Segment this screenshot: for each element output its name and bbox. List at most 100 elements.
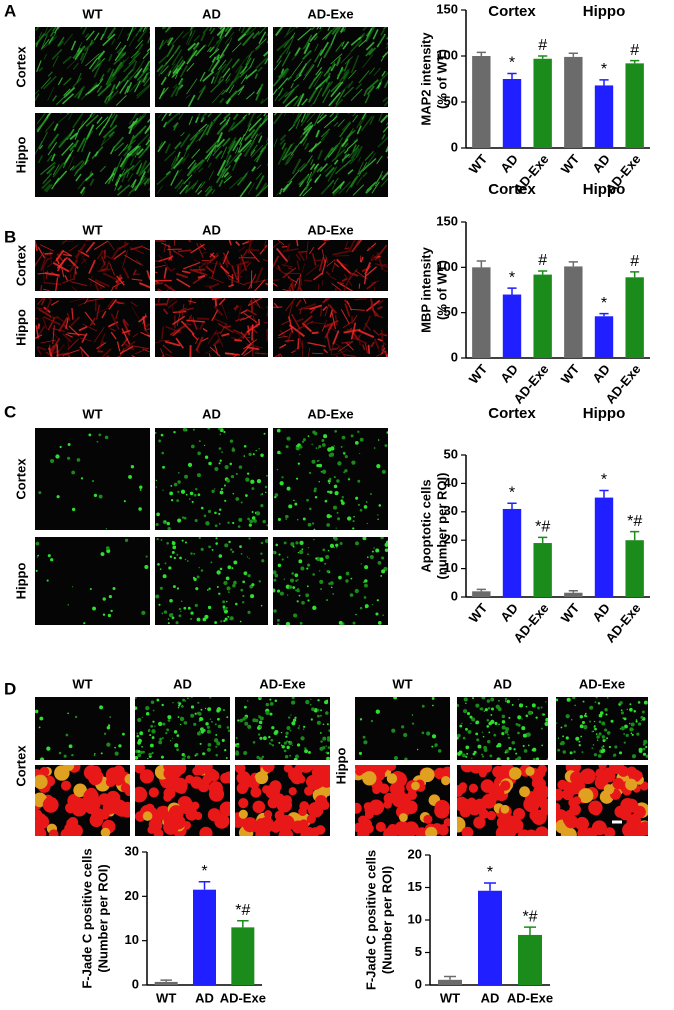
texture — [355, 614, 356, 615]
texture — [561, 741, 565, 745]
texture — [353, 516, 355, 518]
texture — [139, 485, 142, 488]
texture — [387, 35, 396, 45]
texture — [187, 755, 190, 758]
texture — [230, 439, 233, 442]
texture — [103, 614, 105, 616]
texture — [217, 718, 220, 721]
texture — [467, 712, 470, 715]
texture — [351, 461, 355, 465]
texture — [223, 605, 226, 608]
texture — [399, 813, 408, 822]
texture — [268, 736, 270, 738]
texture — [313, 539, 314, 540]
texture — [498, 724, 500, 726]
texture — [99, 705, 103, 709]
texture — [214, 621, 217, 624]
texture — [275, 544, 278, 547]
texture — [146, 712, 150, 716]
texture — [220, 434, 222, 436]
texture — [357, 480, 360, 483]
texture — [623, 733, 625, 735]
texture — [305, 700, 309, 704]
texture — [551, 789, 563, 801]
texture — [351, 803, 362, 814]
texture — [57, 344, 58, 358]
texture — [193, 723, 196, 726]
texture — [601, 721, 605, 725]
texture — [261, 542, 263, 544]
texture — [633, 710, 636, 713]
texture — [251, 487, 254, 490]
texture — [620, 728, 621, 729]
row-label: Cortex — [13, 46, 28, 88]
texture — [322, 548, 325, 551]
texture — [462, 827, 474, 839]
row-label: Hippo — [13, 309, 28, 346]
texture — [164, 521, 166, 523]
texture — [226, 757, 228, 759]
texture — [645, 746, 647, 748]
texture — [386, 31, 397, 45]
texture — [594, 721, 595, 722]
texture — [598, 761, 606, 769]
texture — [233, 493, 235, 495]
texture — [224, 749, 226, 751]
texture — [260, 15, 265, 27]
texture — [235, 603, 238, 606]
texture — [86, 291, 88, 298]
texture — [258, 448, 259, 449]
texture — [46, 747, 50, 751]
significance-mark: *# — [535, 519, 550, 536]
texture — [239, 545, 242, 548]
texture — [152, 736, 155, 739]
error-bar — [630, 532, 639, 541]
texture — [284, 541, 287, 544]
texture — [327, 738, 331, 742]
texture — [497, 757, 501, 761]
bar — [564, 57, 582, 148]
texture — [197, 451, 201, 455]
texture — [575, 737, 579, 741]
texture — [269, 742, 271, 744]
texture — [362, 536, 366, 540]
texture — [359, 752, 362, 755]
texture — [226, 577, 230, 581]
texture — [298, 552, 299, 553]
micrograph — [35, 428, 150, 530]
y-tick-label: 0 — [132, 976, 139, 991]
texture — [384, 829, 397, 842]
texture — [262, 760, 274, 772]
texture — [261, 605, 263, 607]
texture — [94, 753, 96, 755]
texture — [239, 810, 248, 819]
column-label: WT — [392, 676, 412, 691]
texture — [324, 563, 326, 565]
y-axis-label: (Number per ROI) — [95, 864, 110, 972]
column-label: WT — [82, 406, 102, 421]
texture — [151, 701, 154, 704]
texture — [106, 743, 110, 747]
texture — [493, 734, 496, 737]
texture — [572, 696, 575, 699]
texture — [388, 253, 394, 257]
texture — [519, 703, 523, 707]
texture — [326, 570, 329, 573]
texture — [481, 779, 495, 793]
texture — [177, 518, 181, 522]
micrograph — [272, 536, 391, 627]
texture — [218, 725, 222, 729]
texture — [245, 717, 248, 720]
texture — [387, 773, 397, 783]
texture — [604, 827, 615, 838]
texture — [299, 595, 301, 597]
texture — [360, 256, 361, 262]
texture — [321, 308, 322, 316]
texture — [208, 462, 212, 466]
column-label: WT — [72, 676, 92, 691]
texture — [115, 802, 129, 816]
texture — [291, 721, 295, 725]
texture — [208, 588, 210, 590]
texture — [491, 707, 494, 710]
texture — [277, 451, 281, 455]
